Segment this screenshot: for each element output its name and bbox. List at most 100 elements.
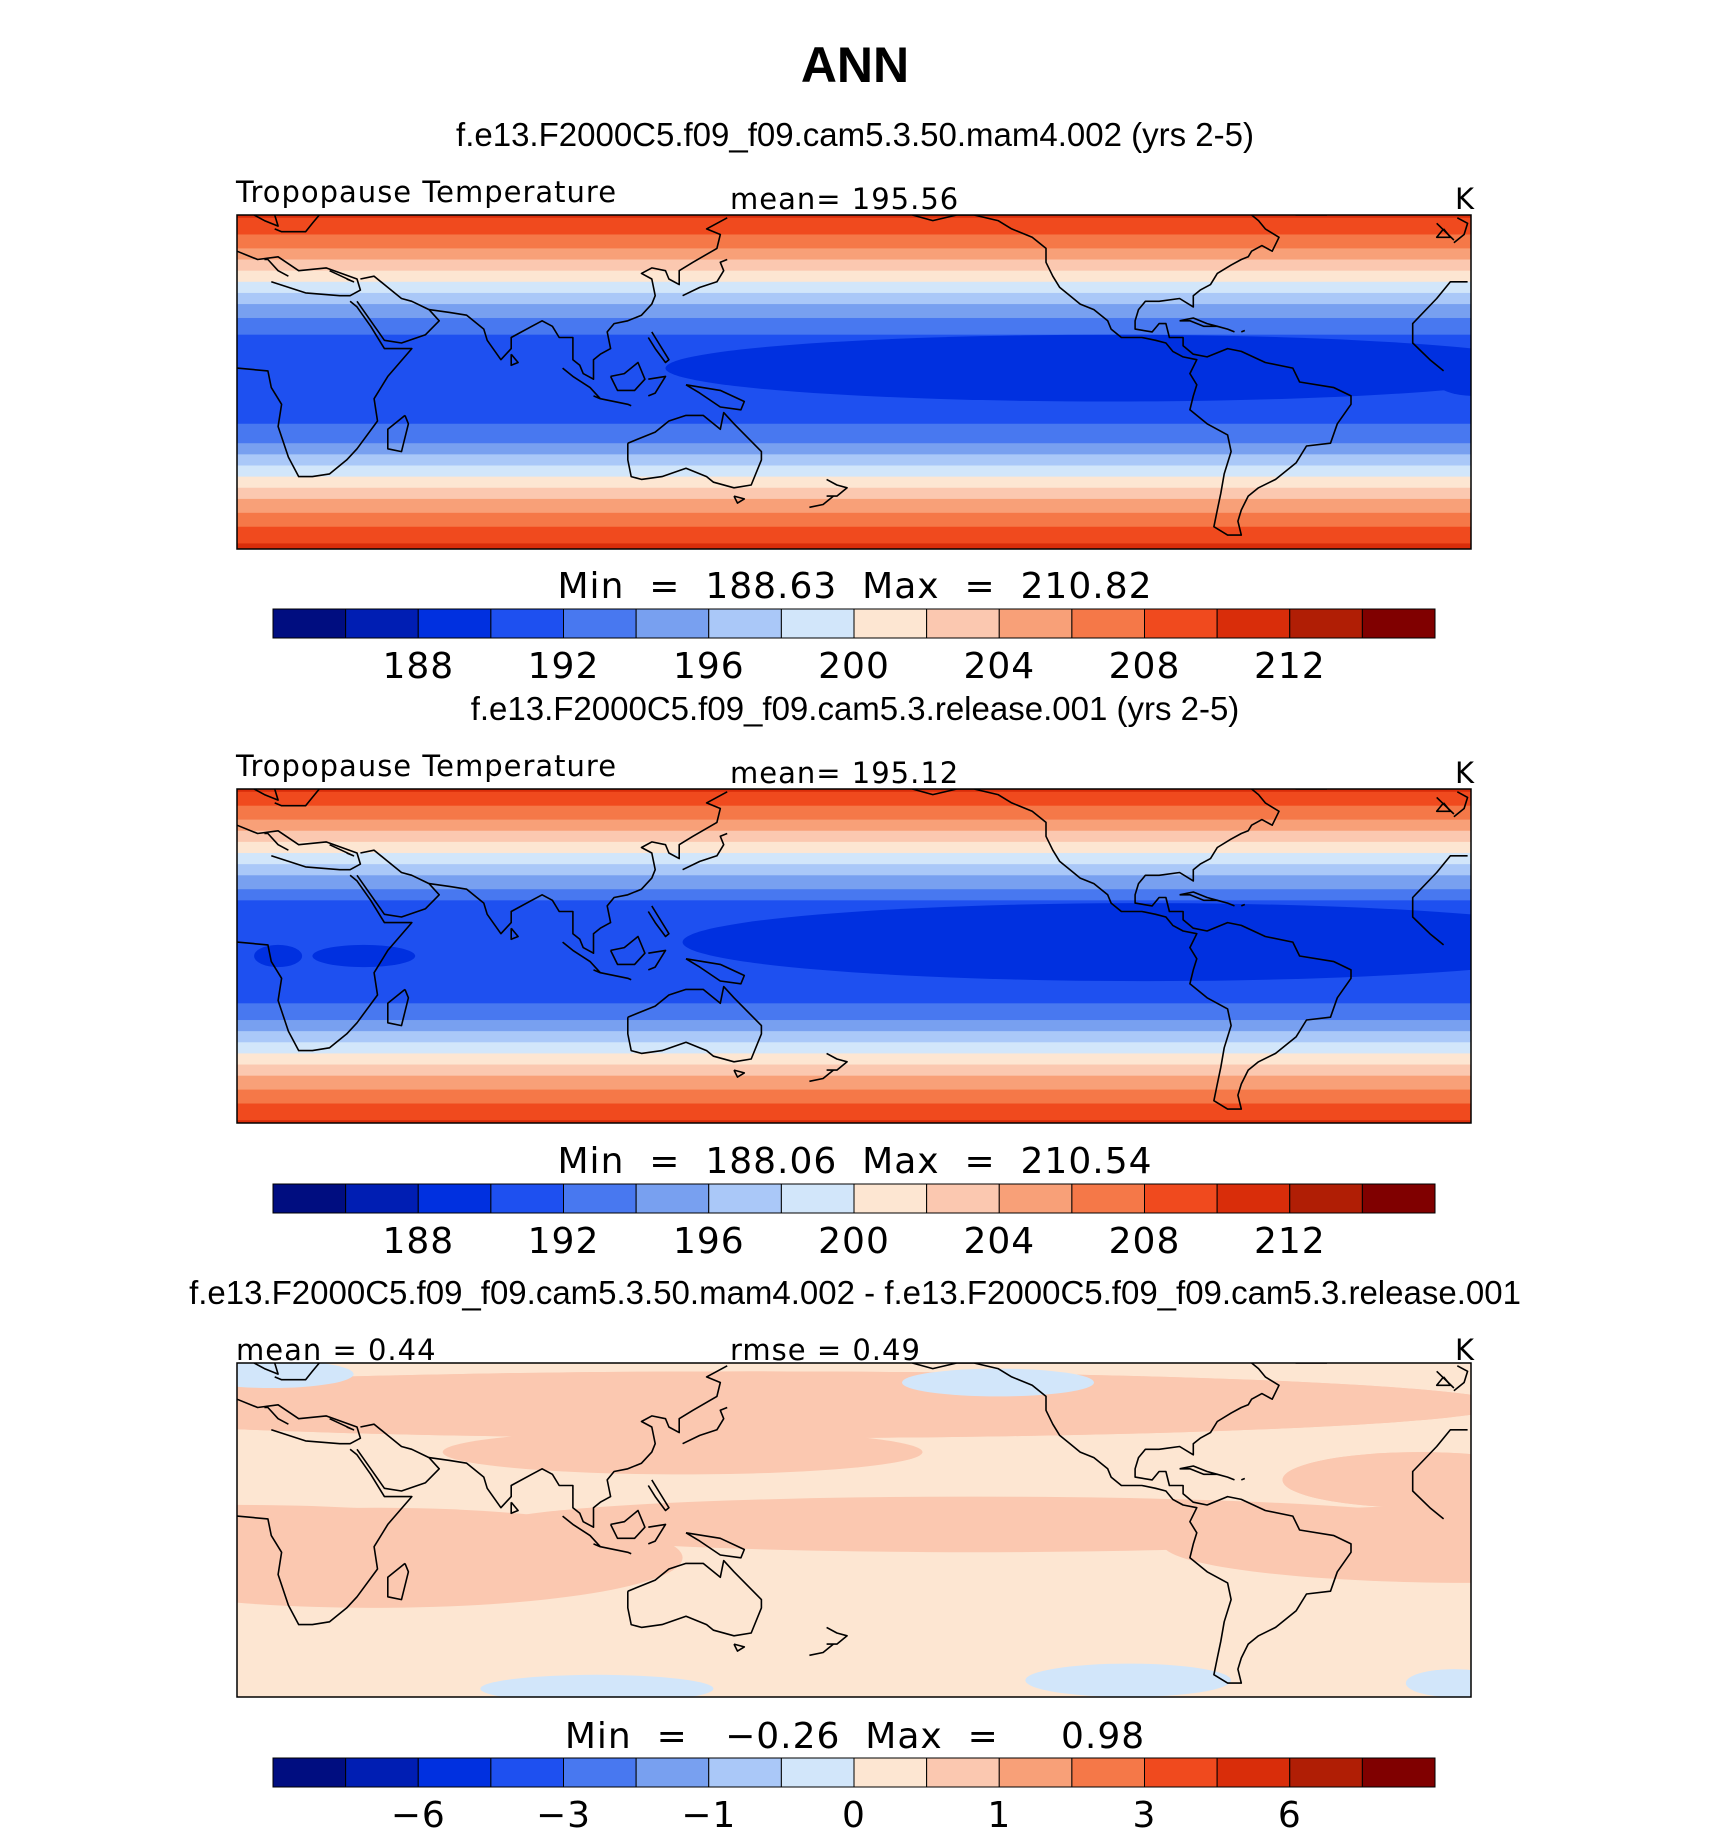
contour-band [237,462,1471,467]
contour-band [237,1100,1471,1105]
colorbar-swatch [417,1757,492,1788]
colorbar-tick-label: 196 [673,646,745,687]
contour-band [237,1109,1471,1113]
colorbar-swatch [490,1757,565,1788]
colorbar-swatch [563,1757,637,1788]
colorbar-swatch [490,608,565,639]
contour-band [237,1039,1471,1043]
colorbar-swatch [926,1757,1000,1788]
contour-band [237,537,1471,542]
contour-band [237,331,1471,336]
coastline [1453,1365,1469,1392]
panel-1-minmax-label: Min = 188.63 Max = 210.82 [557,566,1153,607]
contour-band [237,432,1471,436]
colorbar-swatch [635,608,710,639]
contour-band [237,507,1471,511]
contour-band [237,825,1471,829]
colorbar-swatch [1071,608,1146,639]
contour-band [237,811,1471,815]
coastline [274,789,320,807]
contour-band [237,487,1471,492]
coastline [626,411,763,489]
contour-band [237,878,1471,882]
contour-band [237,802,1471,807]
contour-band [237,839,1471,843]
coastline [510,927,519,941]
contour-band [237,1006,1471,1010]
contour-band [237,989,1471,993]
contour-band [237,512,1471,517]
wrapped-anomaly-region [237,1371,1471,1439]
coastline [647,905,670,938]
contour-band [237,908,1471,913]
coastline [386,988,410,1027]
coastline [1293,789,1327,790]
contour-band [237,415,1471,419]
contour-band [237,1000,1471,1004]
contour-band [237,329,1471,333]
contour-band [237,981,1471,985]
contour-band [237,490,1471,494]
colorbar-tick-label: 192 [528,1221,600,1262]
contour-band [237,1003,1471,1007]
coastline [682,1406,728,1445]
contour-band [237,231,1471,236]
contour-band [237,451,1471,455]
colorbar-tick-label: 3 [1133,1795,1157,1831]
contour-band [237,994,1471,999]
negative-anomaly-region [480,1674,714,1697]
contour-band [237,546,1471,549]
contour-band [237,443,1471,447]
colorbar-2: 188 192 196 200 204 208 212 [272,1183,1436,1262]
colorbar-swatch [1216,608,1291,639]
coastline [1435,802,1452,813]
contour-band [237,1053,1471,1057]
contour-band [237,518,1471,522]
coastline [428,217,728,381]
contour-band [237,240,1471,244]
contour-band [237,836,1471,840]
contour-band [237,872,1471,876]
contour-band [237,1106,1471,1110]
colorbar-swatch [1289,1757,1363,1788]
contour-band [237,983,1471,988]
coastline [912,789,1352,1110]
contour-band [237,395,1471,400]
coastline [1217,1473,1235,1481]
colorbar-tick-label: 208 [1109,1221,1181,1262]
contour-band [237,1120,1471,1123]
contour-band [237,1114,1471,1119]
colorbar-tick-label: 1 [987,1795,1011,1831]
contour-band [237,535,1471,539]
contour-band [237,540,1471,545]
colorbar-swatch [635,1757,710,1788]
contour-band [237,420,1471,425]
contour-band [237,454,1471,458]
colorbar-swatch [272,1183,347,1214]
colorbar-swatch [926,1183,1000,1214]
contour-band [237,869,1471,874]
contour-band [237,326,1471,330]
contour-band [237,830,1471,835]
colorbar-swatch [780,1183,855,1214]
contour-band [237,426,1471,430]
colorbar-swatch [780,1757,855,1788]
contour-band [237,1033,1471,1038]
coastline [685,384,746,411]
colorbar-tick-label: 200 [818,1221,890,1262]
cold-pool-region [682,903,1471,982]
contour-band [237,265,1471,269]
coastline [386,414,410,453]
panel-3-case-title: f.e13.F2000C5.f09_f09.cam5.3.50.mam4.002… [189,1274,1521,1311]
coastline [1241,1477,1246,1481]
coastline [682,258,728,297]
contour-band [237,797,1471,801]
contour-band [237,482,1471,486]
contour-band [237,903,1471,907]
contour-band [237,301,1471,305]
panel-2-variable-label: Tropopause Temperature [236,749,618,783]
coastline [609,1509,646,1540]
coastline [1435,1376,1452,1387]
coastline [647,331,670,364]
coastline [809,495,834,509]
